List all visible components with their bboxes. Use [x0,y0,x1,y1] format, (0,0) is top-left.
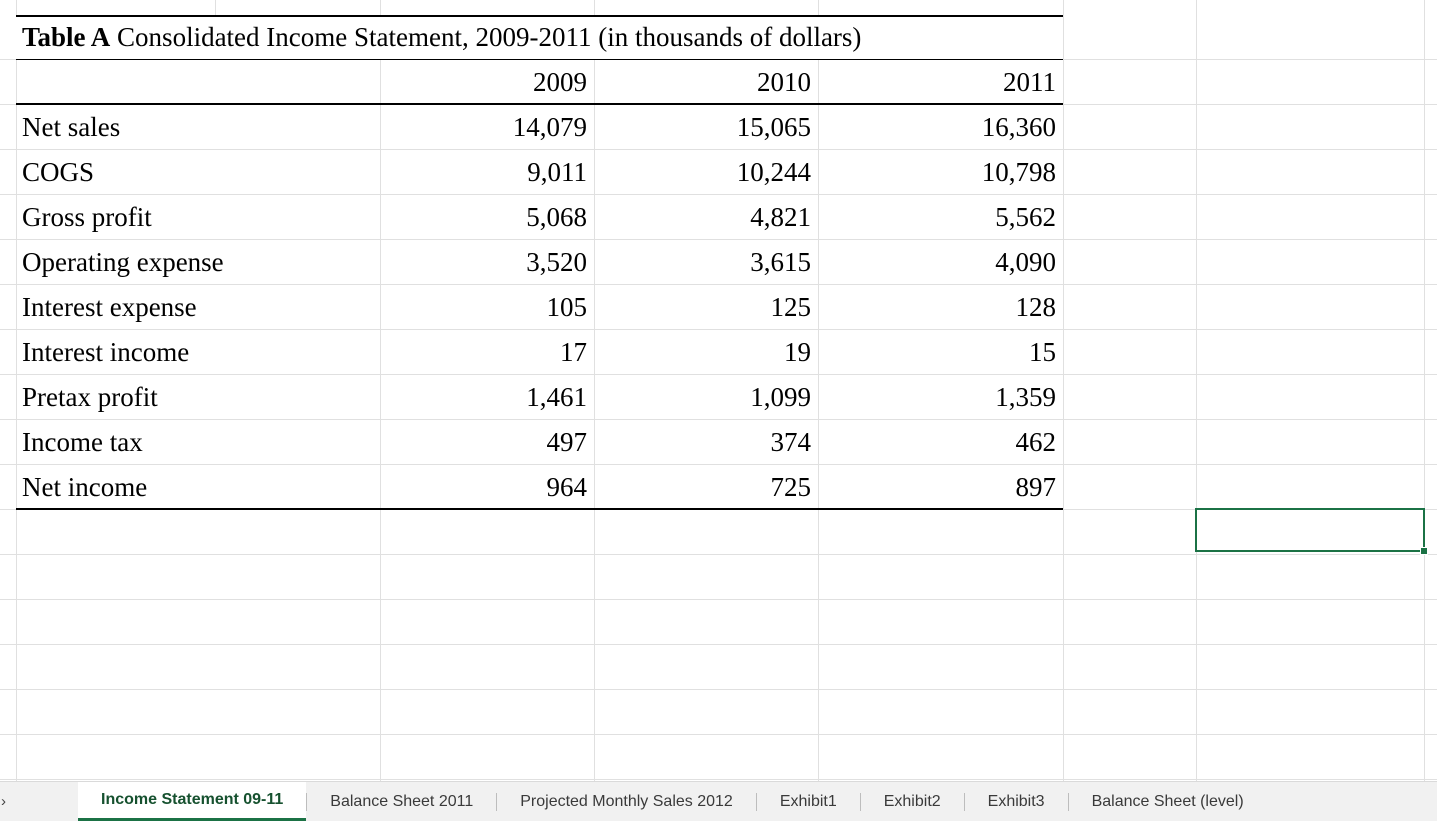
gridline [594,0,595,781]
table-row: Interest income 17 19 15 [16,330,1063,375]
tab-scroll-right-icon[interactable]: › [1,793,6,810]
row-label[interactable]: Net income [22,472,148,502]
cell-value[interactable]: 9,011 [527,157,587,187]
gridline [1063,0,1064,781]
cell-value[interactable]: 16,360 [981,112,1056,142]
table-row: Operating expense 3,520 3,615 4,090 [16,240,1063,285]
tab-separator [1067,792,1069,811]
cell-value[interactable]: 125 [770,292,812,322]
sheet-tab-bar: › Income Statement 09-11 Balance Sheet 20… [0,781,1437,821]
table-row: Net sales 14,079 15,065 16,360 [16,105,1063,150]
row-label[interactable]: Income tax [22,427,143,457]
gridline [380,0,381,781]
cell-value[interactable]: 10,244 [736,157,811,187]
cell-value[interactable]: 4,090 [995,247,1056,277]
gridline [1424,0,1425,781]
cell-value[interactable]: 15 [1029,337,1056,367]
table-row: Gross profit 5,068 4,821 5,562 [16,195,1063,240]
sheet-tab-exhibit2[interactable]: Exhibit2 [883,792,941,810]
column-header-2011[interactable]: 2011 [1003,67,1056,97]
cell-value[interactable]: 897 [1015,472,1057,502]
row-label[interactable]: Interest income [22,337,190,367]
cell-value[interactable]: 5,562 [995,202,1056,232]
sheet-grid: Table A Consolidated Income Statement, 2… [0,0,1437,781]
cell-value[interactable]: 15,065 [736,112,811,142]
sheet-tab-projected-monthly-sales-2012[interactable]: Projected Monthly Sales 2012 [520,792,733,810]
cell-value[interactable]: 128 [1015,292,1057,322]
cell-value[interactable]: 17 [560,337,587,367]
cell-value[interactable]: 10,798 [981,157,1056,187]
row-label[interactable]: Interest expense [22,292,197,322]
tab-separator [963,792,965,811]
column-header-2009[interactable]: 2009 [533,67,587,97]
sheet-tab-exhibit1[interactable]: Exhibit1 [779,792,837,810]
row-label[interactable]: Gross profit [22,202,152,232]
cell-value[interactable]: 374 [770,427,812,457]
gridline [215,0,216,15]
gridline [16,0,17,781]
selected-cell[interactable] [1195,508,1428,555]
fill-handle[interactable] [1420,547,1428,555]
table-row: Net income 964 725 897 [16,465,1063,510]
tab-separator [859,792,861,811]
table-row: Interest expense 105 125 128 [16,285,1063,330]
cell-value[interactable]: 964 [546,472,588,502]
tab-separator [755,792,757,811]
cell-value[interactable]: 14,079 [512,112,587,142]
cell-value[interactable]: 19 [784,337,811,367]
table-header-row: 2009 2010 2011 [16,60,1063,105]
row-label[interactable]: Net sales [22,112,121,142]
cell-value[interactable]: 1,099 [750,382,811,412]
gridline [1196,0,1197,781]
cell-value[interactable]: 4,821 [750,202,811,232]
sheet-tab-exhibit3[interactable]: Exhibit3 [987,792,1045,810]
table-title-text: Consolidated Income Statement, 2009-2011… [110,22,862,52]
sheet-tab-balance-sheet-level-[interactable]: Balance Sheet (level) [1091,792,1244,810]
cell-value[interactable]: 1,359 [995,382,1056,412]
table-row: Pretax profit 1,461 1,099 1,359 [16,375,1063,420]
row-label[interactable]: COGS [22,157,95,187]
column-header-2010[interactable]: 2010 [757,67,811,97]
table-row: Income tax 497 374 462 [16,420,1063,465]
cell-value[interactable]: 462 [1015,427,1057,457]
cell-value[interactable]: 725 [770,472,812,502]
sheet-tab-balance-sheet-2011[interactable]: Balance Sheet 2011 [330,792,474,810]
cell-value[interactable]: 5,068 [526,202,587,232]
cell-value[interactable]: 3,615 [750,247,811,277]
cell-value[interactable]: 105 [546,292,588,322]
sheet-tabs: Income Statement 09-11 Balance Sheet 2011… [78,782,1267,821]
cell-value[interactable]: 3,520 [526,247,587,277]
row-label[interactable]: Pretax profit [22,382,158,412]
table-row: COGS 9,011 10,244 10,798 [16,150,1063,195]
row-label[interactable]: Operating expense [22,247,224,277]
horizontal-gridlines [0,15,1437,781]
table-title-prefix: Table A [22,22,111,52]
table-title-cell[interactable]: Table A Consolidated Income Statement, 2… [16,15,1063,60]
cell-value[interactable]: 1,461 [526,382,587,412]
sheet-tab-income-statement-09-11[interactable]: Income Statement 09-11 [78,782,307,821]
income-statement-table: Table A Consolidated Income Statement, 2… [16,15,1063,510]
table-body: Net sales 14,079 15,065 16,360 COGS 9,011 10,2… [16,105,1063,510]
tab-separator [496,792,498,811]
header-empty-cell[interactable] [16,60,380,103]
tab-bar-spacer [14,782,78,821]
cell-value[interactable]: 497 [546,427,588,457]
tab-separator [306,792,308,811]
gridline [818,0,819,781]
